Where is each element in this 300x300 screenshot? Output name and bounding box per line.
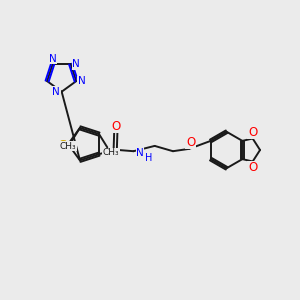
Text: S: S bbox=[58, 139, 67, 152]
Text: H: H bbox=[145, 153, 152, 163]
Text: N: N bbox=[136, 148, 144, 158]
Text: CH₃: CH₃ bbox=[60, 142, 76, 151]
Text: N: N bbox=[49, 54, 56, 64]
Text: N: N bbox=[78, 76, 86, 86]
Text: CH₃: CH₃ bbox=[103, 148, 119, 157]
Text: O: O bbox=[111, 120, 120, 133]
Text: O: O bbox=[186, 136, 195, 149]
Text: N: N bbox=[72, 59, 80, 69]
Text: O: O bbox=[248, 125, 257, 139]
Text: O: O bbox=[248, 161, 257, 175]
Text: N: N bbox=[52, 87, 60, 97]
